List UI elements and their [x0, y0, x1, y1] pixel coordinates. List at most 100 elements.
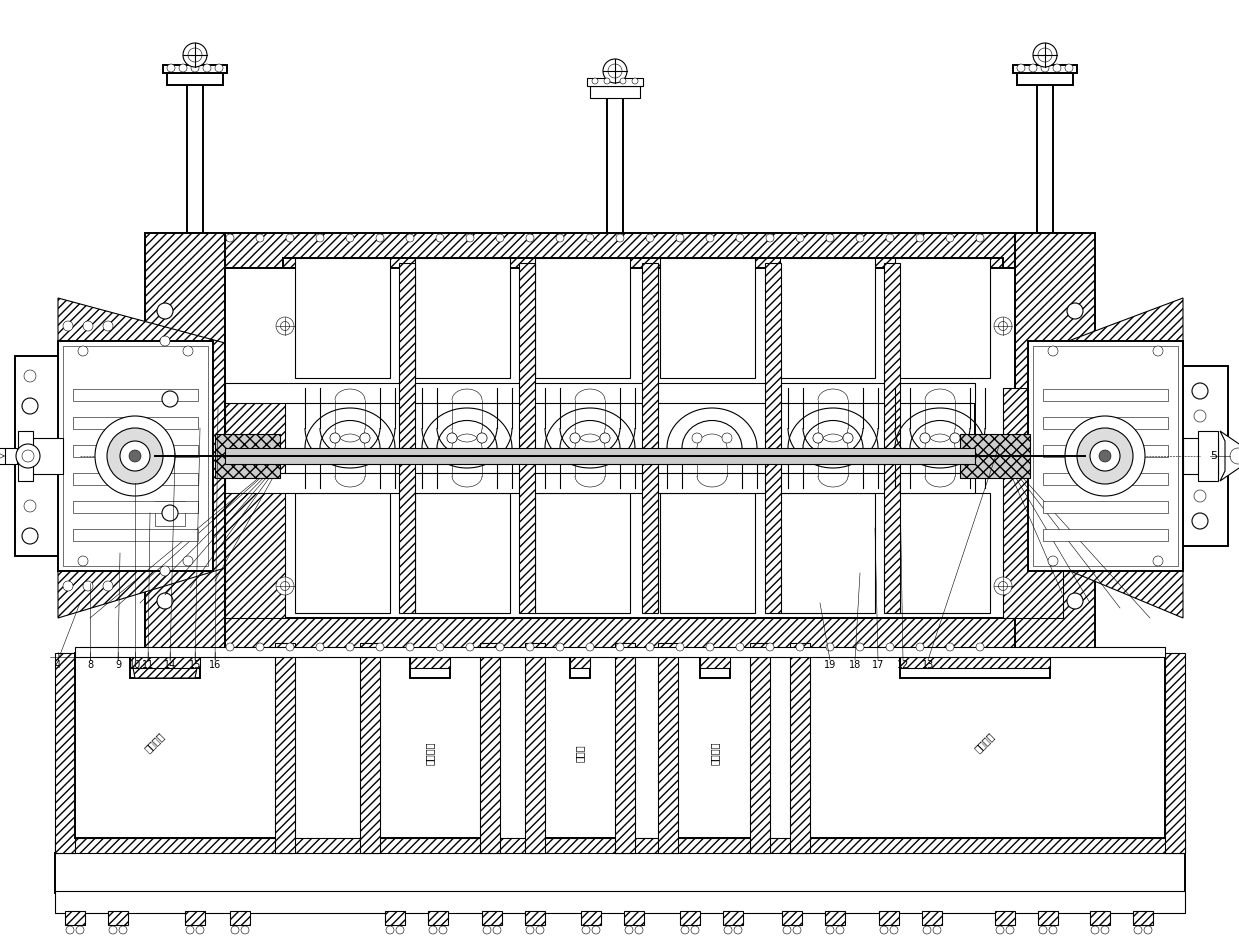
Polygon shape [225, 388, 975, 488]
Circle shape [582, 926, 590, 934]
Polygon shape [282, 258, 1004, 388]
Circle shape [396, 926, 404, 934]
Circle shape [22, 450, 33, 462]
Polygon shape [28, 438, 63, 474]
Text: 12: 12 [897, 660, 909, 670]
Circle shape [276, 317, 294, 335]
Polygon shape [130, 656, 199, 668]
Circle shape [1067, 593, 1083, 609]
Polygon shape [64, 911, 85, 925]
Polygon shape [535, 653, 624, 838]
Polygon shape [624, 911, 644, 925]
Circle shape [556, 234, 564, 242]
Polygon shape [895, 493, 990, 613]
Polygon shape [535, 258, 629, 378]
Polygon shape [1017, 73, 1073, 85]
Circle shape [592, 78, 598, 84]
Circle shape [921, 433, 930, 443]
Circle shape [183, 43, 207, 67]
Polygon shape [960, 434, 1030, 478]
Circle shape [1134, 926, 1142, 934]
Polygon shape [155, 618, 1085, 653]
Circle shape [999, 322, 1007, 330]
Text: 13: 13 [922, 660, 934, 670]
Circle shape [880, 926, 888, 934]
Circle shape [527, 926, 534, 934]
Polygon shape [1183, 438, 1218, 474]
Circle shape [1048, 556, 1058, 566]
Polygon shape [282, 488, 1004, 618]
Circle shape [191, 64, 199, 72]
Polygon shape [1183, 366, 1228, 546]
Circle shape [103, 321, 113, 331]
Polygon shape [895, 258, 990, 378]
Circle shape [24, 500, 36, 512]
Polygon shape [1063, 298, 1183, 618]
Circle shape [1066, 64, 1073, 72]
Text: 5: 5 [1211, 451, 1217, 461]
Polygon shape [58, 298, 225, 618]
Polygon shape [415, 493, 510, 613]
Polygon shape [1043, 529, 1168, 541]
Circle shape [346, 234, 354, 242]
Circle shape [947, 234, 954, 242]
Circle shape [447, 433, 457, 443]
Polygon shape [415, 258, 510, 378]
Polygon shape [883, 263, 900, 613]
Circle shape [1066, 416, 1145, 496]
Polygon shape [1033, 346, 1178, 566]
Polygon shape [781, 493, 875, 613]
Circle shape [477, 433, 487, 443]
Text: 16: 16 [209, 660, 221, 670]
Polygon shape [995, 911, 1015, 925]
Circle shape [586, 643, 593, 651]
Circle shape [107, 428, 164, 484]
Circle shape [225, 643, 234, 651]
Polygon shape [750, 643, 769, 853]
Circle shape [160, 336, 170, 346]
Circle shape [856, 643, 864, 651]
Circle shape [95, 416, 175, 496]
Circle shape [646, 234, 654, 242]
Circle shape [1033, 43, 1057, 67]
Polygon shape [660, 258, 755, 378]
Polygon shape [55, 853, 1184, 893]
Polygon shape [58, 341, 213, 571]
Polygon shape [482, 911, 502, 925]
Circle shape [203, 64, 211, 72]
Polygon shape [724, 911, 743, 925]
Circle shape [724, 926, 732, 934]
Polygon shape [427, 911, 449, 925]
Circle shape [1092, 926, 1099, 934]
Polygon shape [642, 263, 658, 613]
Text: 4: 4 [55, 660, 61, 670]
Circle shape [766, 643, 774, 651]
Circle shape [167, 64, 175, 72]
Circle shape [603, 78, 610, 84]
Polygon shape [1043, 417, 1168, 429]
Circle shape [188, 48, 202, 62]
Polygon shape [700, 656, 730, 668]
Polygon shape [73, 473, 198, 485]
Circle shape [836, 926, 844, 934]
Polygon shape [76, 647, 1165, 657]
Polygon shape [581, 911, 601, 925]
Circle shape [178, 64, 187, 72]
Circle shape [196, 926, 204, 934]
Text: 18: 18 [849, 660, 861, 670]
Polygon shape [410, 656, 450, 668]
Text: 二进气口: 二进气口 [974, 732, 996, 754]
Polygon shape [764, 263, 781, 613]
Circle shape [1030, 64, 1037, 72]
Circle shape [361, 433, 370, 443]
Polygon shape [155, 233, 1085, 268]
Circle shape [994, 577, 1012, 595]
Circle shape [447, 433, 457, 443]
Circle shape [496, 643, 504, 651]
Circle shape [276, 577, 294, 595]
Circle shape [1230, 448, 1239, 464]
Circle shape [286, 234, 294, 242]
Polygon shape [230, 911, 250, 925]
Circle shape [483, 926, 491, 934]
Circle shape [600, 433, 610, 443]
